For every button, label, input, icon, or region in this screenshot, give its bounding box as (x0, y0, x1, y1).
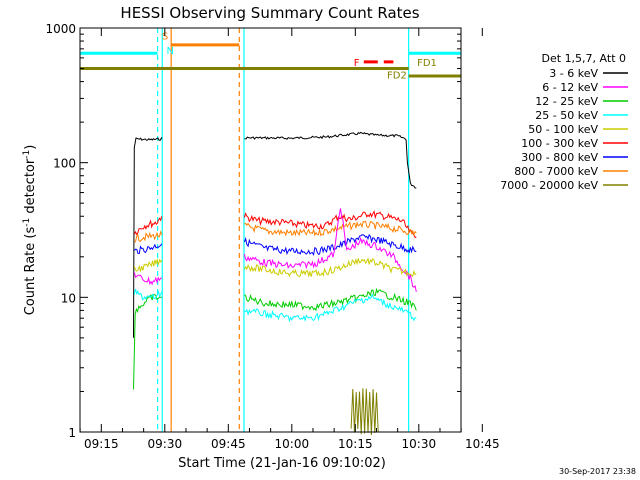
series-line-0-1 (244, 131, 417, 189)
series-line-5-1 (243, 257, 417, 278)
series-line-4-1 (243, 208, 417, 292)
series-5 (133, 257, 417, 278)
y-axis-label-main: Count Rate (s (23, 227, 38, 316)
x-tick-label-3: 10:00 (275, 437, 310, 451)
plot-frame (79, 27, 462, 433)
plot-area: F SN FD1 FD2 (80, 28, 461, 436)
series-line-1-1 (243, 210, 417, 239)
series-4 (133, 208, 417, 292)
x-axis-label: Start Time (21-Jan-16 09:10:02) (178, 456, 386, 471)
legend-label-1: 6 - 12 keV (542, 81, 598, 94)
annotation-fd2: FD2 (387, 71, 407, 82)
series-line-7-0 (133, 288, 163, 301)
annotation-fd1: FD1 (417, 58, 437, 69)
y-axis-label-mid: detector (23, 158, 38, 218)
y-tick-label-1: 10 (61, 291, 76, 305)
annotation-n: N (166, 46, 173, 57)
legend-label-0: 3 - 6 keV (549, 67, 598, 80)
legend-label-3: 25 - 50 keV (535, 109, 598, 122)
series-line-8-0 (350, 388, 379, 436)
series-line-0-0 (133, 136, 163, 338)
series-line-1-0 (133, 216, 163, 236)
x-tick-label-0: 09:15 (84, 437, 119, 451)
series-line-6-0 (133, 293, 162, 390)
y-axis-label-sup2: -1 (22, 150, 32, 159)
series-line-3-1 (243, 233, 417, 256)
legend-label-5: 100 - 300 keV (521, 137, 598, 150)
y-tick-label-2: 100 (53, 157, 76, 171)
series-line-7-1 (244, 293, 417, 323)
y-tick-label-0: 1 (68, 426, 76, 440)
series-line-2-0 (134, 230, 163, 243)
x-tick-label-2: 09:45 (211, 437, 246, 451)
series-6 (133, 287, 417, 390)
series-line-3-0 (133, 243, 163, 255)
y-tick-label-3: 1000 (45, 22, 76, 36)
series-7 (133, 288, 417, 323)
legend-label-4: 50 - 100 keV (528, 123, 598, 136)
x-tick-label-5: 10:30 (402, 437, 437, 451)
series-0 (133, 131, 417, 338)
y-axis-label-end: ) (23, 145, 38, 150)
legend-label-7: 800 - 7000 keV (514, 165, 598, 178)
chart-title: HESSI Observing Summary Count Rates (120, 4, 419, 22)
series-3 (133, 233, 417, 256)
footer-timestamp: 30-Sep-2017 23:38 (559, 467, 636, 476)
annotation-s: S (162, 32, 168, 43)
series-line-2-1 (244, 220, 417, 237)
x-tick-label-1: 09:30 (148, 437, 183, 451)
series-8 (350, 388, 379, 436)
legend-header: Det 1,5,7, Att 0 (542, 52, 626, 65)
x-tick-label-6: 10:45 (465, 437, 500, 451)
series-line-6-1 (244, 287, 417, 312)
legend-label-2: 12 - 25 keV (535, 95, 598, 108)
series-line-4-0 (133, 272, 163, 286)
y-axis-label-sup1: -1 (22, 218, 32, 227)
series-line-5-0 (133, 258, 163, 272)
series-1 (133, 210, 417, 239)
series-2 (134, 220, 417, 243)
legend-label-8: 7000 - 20000 keV (500, 179, 598, 192)
y-axis-label: Count Rate (s-1 detector-1) (22, 145, 38, 316)
x-tick-label-4: 10:15 (338, 437, 373, 451)
legend-label-6: 300 - 800 keV (521, 151, 598, 164)
flare-marker-label: F (354, 58, 360, 69)
axes: 09:15 09:30 09:45 10:00 10:15 10:30 10:45 1 10 10… (45, 22, 499, 451)
